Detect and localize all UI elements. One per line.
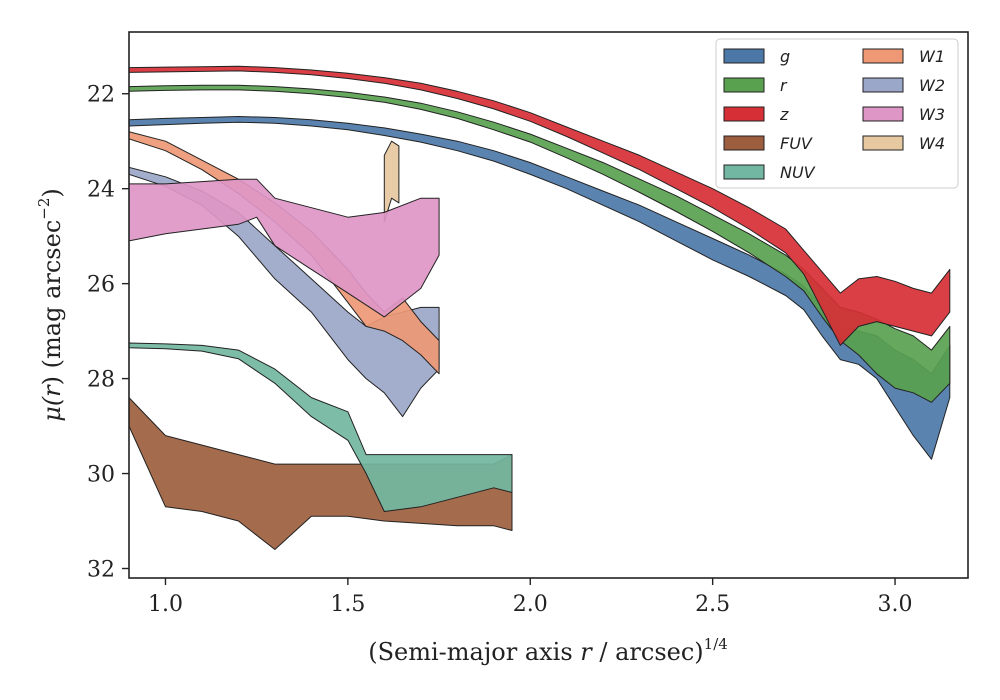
- y-tick-label: 22: [87, 83, 115, 108]
- legend-swatch: [862, 48, 904, 64]
- y-axis-label: μ(r) (mag arcsec−2): [35, 188, 66, 422]
- band-r: [129, 84, 951, 403]
- legend-swatch: [723, 77, 765, 93]
- x-tick-label: 2.5: [695, 592, 730, 617]
- legend-swatch: [862, 135, 904, 151]
- y-tick-label: 28: [87, 368, 115, 393]
- x-tick-label: 1.5: [330, 592, 365, 617]
- x-axis: 1.0 1.5 2.0 2.5 3.0: [148, 578, 913, 617]
- legend-item-nuv[interactable]: NUV: [723, 163, 816, 182]
- legend-label: W4: [919, 134, 945, 153]
- y-axis: 22 24 26 28 30 32: [87, 83, 129, 583]
- legend-item-r[interactable]: r: [723, 76, 788, 95]
- legend-item-w1[interactable]: W1: [862, 47, 945, 66]
- y-tick-label: 30: [87, 463, 115, 488]
- band-g: [129, 116, 951, 460]
- series-layer: [129, 65, 951, 550]
- band-nuv: [129, 342, 513, 512]
- legend-swatch: [862, 77, 904, 93]
- legend-label: g: [780, 47, 790, 66]
- legend-label: W2: [919, 76, 945, 95]
- plot-frame: [128, 31, 969, 579]
- legend[interactable]: grz FUV NUV W1 W2 W3 W4: [715, 38, 959, 189]
- band-z: [129, 65, 951, 346]
- band-fuv: [129, 397, 513, 550]
- legend-swatch: [723, 48, 765, 64]
- y-tick-label: 32: [87, 558, 115, 583]
- legend-item-g[interactable]: g: [723, 47, 790, 66]
- y-tick-label: 24: [87, 178, 115, 203]
- legend-item-w2[interactable]: W2: [862, 76, 945, 95]
- legend-label: r: [780, 76, 788, 95]
- x-tick-label: 3.0: [878, 592, 913, 617]
- legend-swatch: [862, 106, 904, 122]
- legend-item-w4[interactable]: W4: [862, 134, 945, 153]
- legend-item-z[interactable]: z: [723, 105, 789, 124]
- x-tick-label: 1.0: [148, 592, 183, 617]
- legend-label: NUV: [780, 163, 816, 182]
- legend-label: FUV: [780, 134, 813, 153]
- y-tick-label: 26: [87, 273, 115, 298]
- band-w3: [129, 178, 440, 318]
- legend-swatch: [723, 164, 765, 180]
- legend-box: [715, 38, 959, 189]
- legend-label: z: [779, 105, 789, 124]
- legend-label: W3: [919, 105, 945, 124]
- legend-item-w3[interactable]: W3: [862, 105, 945, 124]
- legend-swatch: [723, 135, 765, 151]
- legend-item-fuv[interactable]: FUV: [723, 134, 813, 153]
- legend-label: W1: [919, 47, 945, 66]
- x-tick-label: 2.0: [513, 592, 548, 617]
- legend-swatch: [723, 106, 765, 122]
- x-axis-label: (Semi-major axis r / arcsec)1/4: [368, 635, 728, 666]
